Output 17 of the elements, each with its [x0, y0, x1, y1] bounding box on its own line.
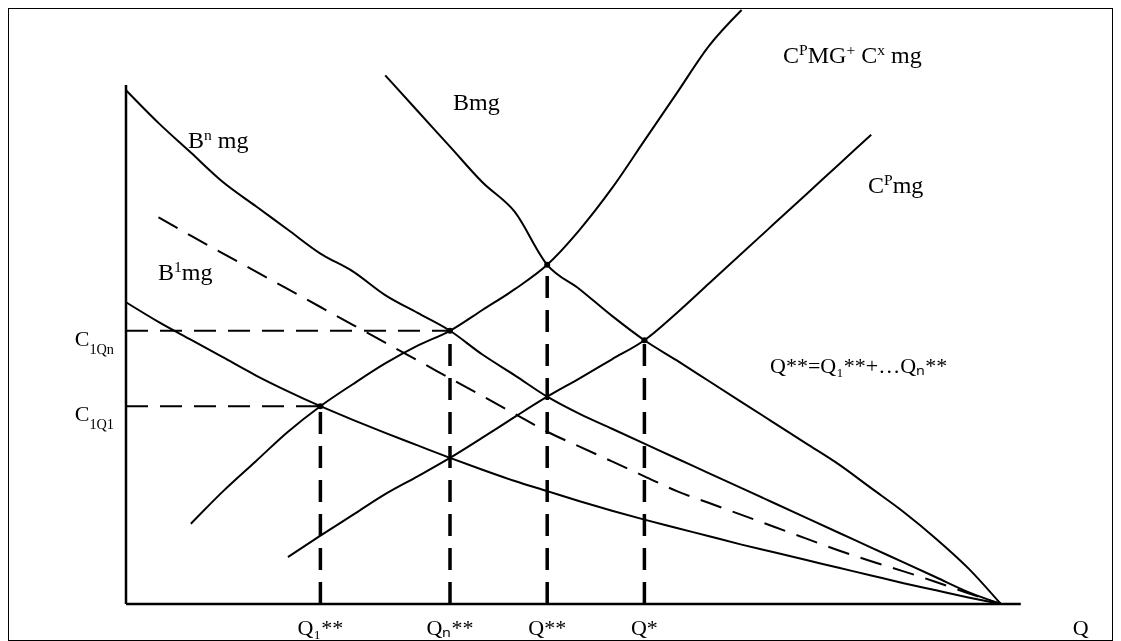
x-axis-title: Q	[1072, 615, 1089, 640]
annotation: Q**=Q₁**+…Qₙ**	[770, 353, 948, 378]
series-label: B$^{n}$ mg	[188, 125, 249, 153]
point	[447, 327, 453, 334]
point	[641, 337, 648, 344]
text: C$_{1Q1}$	[74, 401, 114, 432]
text: C$_{1Qn}$	[74, 326, 114, 357]
x-tick-label: Qₙ**	[426, 615, 474, 640]
x-tick-label: Q*	[630, 615, 658, 640]
point	[544, 261, 551, 268]
series-label: C$^{P}$mg	[868, 170, 924, 198]
x-tick-label: Q**	[528, 615, 567, 640]
point	[317, 403, 324, 410]
text: C$^{P}$MG$^{+}$ C$^{x}$ mg	[783, 40, 922, 68]
series-label: Bmg	[453, 89, 500, 115]
series-label: B$^{1}$mg	[158, 257, 213, 285]
x-tick-label: Q₁**	[297, 615, 344, 640]
